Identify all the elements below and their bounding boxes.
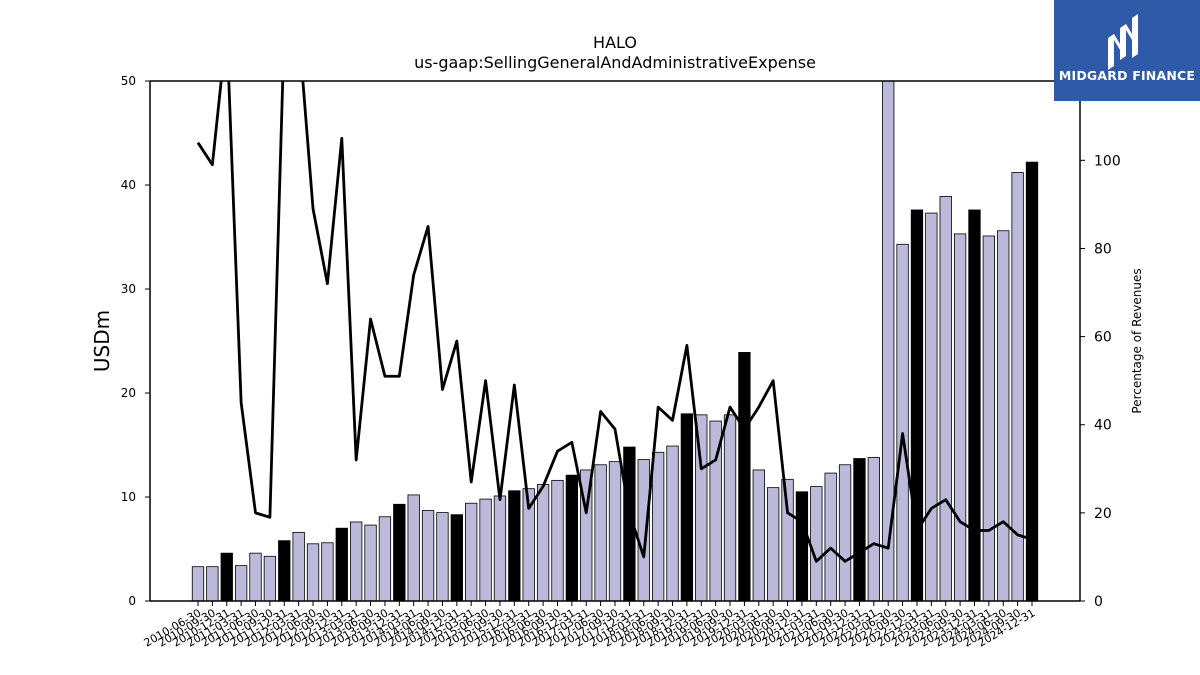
- bar: [723, 414, 737, 601]
- bar: [278, 540, 291, 601]
- bar: [752, 469, 765, 601]
- bar: [594, 464, 607, 601]
- y2-tick-label: 60: [1094, 330, 1112, 346]
- bar: [1025, 161, 1039, 601]
- y2-tick-label: 20: [1094, 506, 1112, 522]
- bar: [651, 451, 665, 601]
- bar: [508, 490, 521, 601]
- y2-tick-label: 40: [1094, 418, 1112, 434]
- midgard-logo-icon: [1108, 14, 1138, 70]
- bar: [680, 413, 694, 601]
- bar: [206, 566, 219, 601]
- y2-tick-label: 100: [1094, 153, 1121, 169]
- axes: 010203040500204060801002010-06-302010-09…: [121, 74, 1121, 650]
- bar: [421, 510, 435, 601]
- bar: [953, 233, 967, 601]
- bar: [824, 472, 837, 601]
- bar: [551, 479, 564, 601]
- bar: [292, 531, 305, 601]
- bar: [191, 566, 205, 601]
- bar: [378, 516, 392, 601]
- bar: [249, 552, 262, 601]
- percentage-line: [196, 81, 1033, 563]
- bar: [306, 543, 320, 601]
- bar: [436, 512, 449, 601]
- bar-group: [191, 81, 1039, 601]
- line-group: [196, 81, 1033, 563]
- y2-tick-label: 80: [1094, 241, 1112, 257]
- bar: [1011, 172, 1024, 601]
- y2-axis-label: Percentage of Revenues: [1130, 268, 1144, 413]
- bar: [795, 491, 809, 601]
- bar: [982, 235, 996, 601]
- bar: [695, 414, 708, 601]
- y2-tick-label: 0: [1094, 594, 1103, 610]
- bar: [493, 495, 507, 601]
- logo-text: MIDGARD FINANCE: [1058, 68, 1196, 83]
- bar: [738, 352, 751, 601]
- bar: [565, 474, 579, 601]
- bar: [997, 230, 1010, 601]
- y-axis-label: USDm: [90, 310, 114, 372]
- bar: [810, 486, 823, 601]
- bar: [608, 461, 622, 601]
- company-logo: MIDGARD FINANCE: [1054, 0, 1200, 101]
- chart-subtitle: us-gaap:SellingGeneralAndAdministrativeE…: [414, 53, 816, 72]
- bar: [407, 494, 420, 601]
- bar: [220, 552, 233, 601]
- bar: [465, 502, 478, 601]
- bar: [364, 524, 377, 601]
- bar: [450, 514, 463, 601]
- bar: [896, 243, 909, 601]
- bar: [910, 209, 924, 601]
- y-tick-label: 40: [121, 178, 136, 192]
- bar: [479, 498, 492, 601]
- bar: [536, 484, 550, 601]
- bar: [335, 527, 348, 601]
- bar: [882, 81, 895, 601]
- bar: [234, 565, 248, 601]
- bar: [666, 445, 679, 601]
- y-tick-label: 50: [121, 74, 136, 88]
- bar: [393, 503, 406, 601]
- y-tick-label: 0: [128, 594, 136, 608]
- y-tick-label: 20: [121, 386, 136, 400]
- bar: [350, 521, 363, 601]
- bar: [925, 212, 938, 601]
- bar: [968, 209, 981, 601]
- chart-title: HALO: [593, 33, 637, 52]
- bar: [853, 458, 866, 601]
- bar: [781, 478, 794, 601]
- bar: [767, 487, 780, 601]
- bar: [867, 457, 880, 601]
- y-tick-label: 10: [121, 490, 136, 504]
- bar: [838, 464, 852, 601]
- y-tick-label: 30: [121, 282, 136, 296]
- bar: [263, 555, 277, 601]
- bar: [637, 459, 650, 601]
- bar: [321, 542, 334, 601]
- bar: [939, 196, 952, 601]
